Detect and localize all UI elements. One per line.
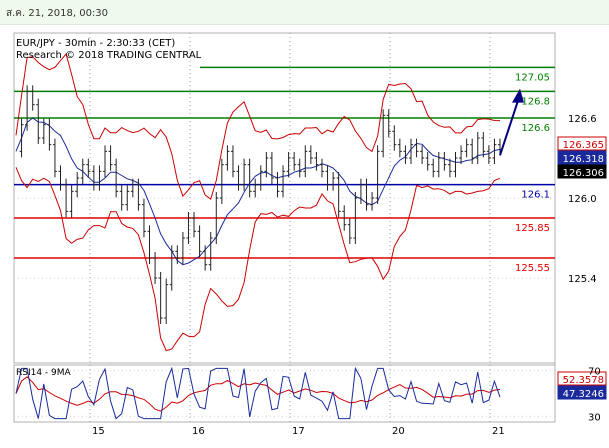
rsi-tag-label: 47.3246 [563,389,604,400]
level-label: 126.8 [521,96,550,107]
level-label: 127.05 [515,72,550,83]
price-tags: 126.365 126.318 126.306 52.3578 47.3246 [557,136,607,400]
rsi-plot-frame [13,364,556,423]
y-axis-ticks: 126.6 126.0 125.4 70 30 [568,114,601,423]
price-chart: 127.05 126.8 126.6 126.1 125.85 125.55 126.36… [13,32,607,437]
rsi-tag-label: 52.3578 [563,375,604,386]
lower-band [15,167,501,352]
rsi-tag-box [557,385,607,400]
forecast-arrow-head [512,88,524,103]
rsi-line [15,366,501,420]
rsi-label: RSI14 - 9MA [16,368,72,378]
level-label: 125.55 [515,263,550,274]
price-tag-label: 126.365 [563,140,604,151]
price-tag-label: 126.318 [563,154,604,165]
price-tag-box [557,150,607,165]
level-label: 125.85 [515,223,550,234]
chart-panel: 127.05 126.8 126.6 126.1 125.85 125.55 126.36… [0,24,609,444]
chart-subtitle: Research © 2018 TRADING CENTRAL [16,50,202,61]
moving-average [15,117,501,266]
level-label: 126.6 [521,123,550,134]
chart-title: EUR/JPY - 30min - 2:30:33 (CET) [16,38,175,49]
date-header: ส.ค. 21, 2018, 00:30 [0,0,609,25]
datetime-label: ส.ค. 21, 2018, 00:30 [6,8,109,19]
gridlines [14,33,555,422]
price-tag-box [557,136,607,151]
x-tick-label: 20 [392,426,405,437]
price-tag-box [557,164,607,179]
rsi-tick-label: 30 [588,412,601,423]
x-tick-label: 16 [192,426,205,437]
x-tick-label: 17 [292,426,305,437]
main-plot-frame [13,32,556,364]
rsi-tag-box [557,371,607,386]
y-tick-label: 126.6 [568,114,597,125]
x-tick-label: 21 [492,426,505,437]
rsi-ma-line [15,376,501,412]
price-series [19,85,524,324]
y-tick-label: 125.4 [568,274,597,285]
upper-band [15,53,501,201]
forecast-arrow-shaft [499,100,519,156]
rsi-series [15,366,501,420]
x-axis-ticks: 15 16 17 20 21 [92,426,505,437]
price-tag-label: 126.306 [563,168,604,179]
x-tick-label: 15 [92,426,105,437]
level-label: 126.1 [521,190,550,201]
y-tick-label: 126.0 [568,194,597,205]
rsi-tick-label: 70 [588,367,601,378]
price-levels: 127.05 126.8 126.6 126.1 125.85 125.55 [14,66,555,274]
bollinger-bands [15,53,501,352]
